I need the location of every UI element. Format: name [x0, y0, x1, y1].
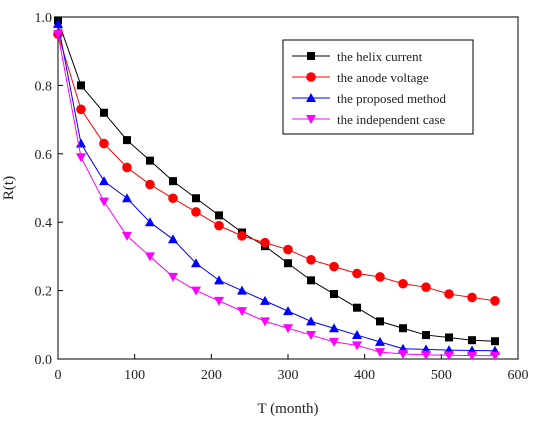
data-point [169, 177, 177, 186]
data-point [191, 286, 201, 296]
data-point [490, 351, 500, 361]
data-point [283, 244, 293, 255]
legend-marker [306, 72, 316, 82]
data-point [122, 162, 132, 173]
data-point [237, 231, 247, 241]
data-point [215, 211, 223, 220]
data-point [352, 330, 362, 340]
data-point [422, 331, 430, 340]
data-point [99, 197, 109, 207]
data-point [421, 350, 431, 360]
data-point [191, 258, 201, 268]
data-point [375, 336, 385, 346]
legend-label: the helix current [337, 49, 423, 64]
legend-marker [307, 52, 315, 60]
axis-ticks: 0 100 200 300 400 500 600 0.0 0.2 0.4 0.6 0.8 1.0 [35, 11, 529, 383]
data-point [146, 156, 154, 165]
data-point [421, 282, 431, 292]
data-point [100, 108, 108, 117]
x-axis-title: T (month) [258, 401, 319, 417]
data-point [122, 231, 132, 241]
data-point [168, 234, 178, 244]
data-point [237, 285, 247, 295]
data-point [399, 324, 407, 333]
y-tick-label: 0.2 [35, 285, 53, 300]
x-tick-label: 200 [201, 368, 222, 383]
data-point [283, 306, 293, 316]
y-tick-label: 0.0 [35, 353, 53, 368]
x-tick-label: 400 [354, 368, 375, 383]
x-tick-label: 500 [431, 368, 452, 383]
data-point [376, 317, 384, 326]
data-point [145, 179, 155, 190]
data-point [467, 351, 477, 361]
legend-label: the proposed method [337, 91, 447, 106]
y-tick-label: 0.8 [35, 79, 53, 94]
x-tick-label: 600 [508, 368, 529, 383]
y-axis-title: R(t) [1, 176, 17, 200]
data-point [76, 104, 86, 115]
y-tick-label: 0.6 [35, 148, 53, 163]
data-point [352, 268, 362, 279]
data-point [306, 331, 316, 341]
data-point [191, 207, 201, 217]
data-point [284, 259, 292, 268]
legend: the helix current the anode voltage the pr… [282, 39, 474, 135]
data-point [53, 18, 63, 28]
legend-marker [306, 115, 316, 124]
data-point [352, 341, 362, 351]
data-point [145, 252, 155, 262]
data-point [329, 261, 339, 272]
data-point [145, 217, 155, 227]
data-point [329, 323, 339, 333]
data-point [491, 337, 499, 346]
data-point [260, 317, 270, 327]
x-tick-label: 300 [278, 368, 299, 383]
legend-label: the independent case [337, 112, 446, 127]
data-point [307, 276, 315, 285]
data-point [444, 289, 454, 299]
data-point [260, 295, 270, 305]
data-point [168, 272, 178, 282]
series-3 [53, 30, 500, 361]
data-point [192, 194, 200, 203]
data-point [214, 275, 224, 285]
data-point [260, 237, 270, 248]
legend-label: the anode voltage [337, 70, 429, 85]
data-point [468, 336, 476, 345]
data-point [99, 138, 109, 149]
data-point [214, 220, 224, 231]
data-point [306, 316, 316, 326]
data-point [490, 296, 500, 306]
x-tick-label: 0 [55, 368, 62, 383]
data-point [283, 324, 293, 334]
data-point [398, 278, 408, 289]
y-tick-label: 1.0 [35, 11, 53, 26]
legend-marker [306, 93, 316, 102]
x-tick-label: 100 [124, 368, 145, 383]
data-point [375, 348, 385, 358]
data-point [99, 176, 109, 186]
data-point [329, 337, 339, 347]
data-point [330, 290, 338, 299]
series-line [57, 34, 495, 357]
y-tick-label: 0.4 [35, 216, 53, 231]
data-point [168, 193, 178, 204]
data-point [445, 333, 453, 342]
series-layer [53, 16, 500, 361]
data-point [53, 30, 63, 40]
data-point [444, 351, 454, 361]
data-point [237, 307, 247, 317]
data-point [398, 349, 408, 359]
data-point [306, 255, 316, 265]
data-point [375, 272, 385, 282]
data-point [122, 193, 132, 203]
data-point [467, 292, 477, 303]
data-point [353, 303, 361, 312]
data-point [76, 153, 86, 163]
data-point [123, 136, 131, 145]
data-point [77, 81, 85, 90]
data-point [214, 296, 224, 306]
